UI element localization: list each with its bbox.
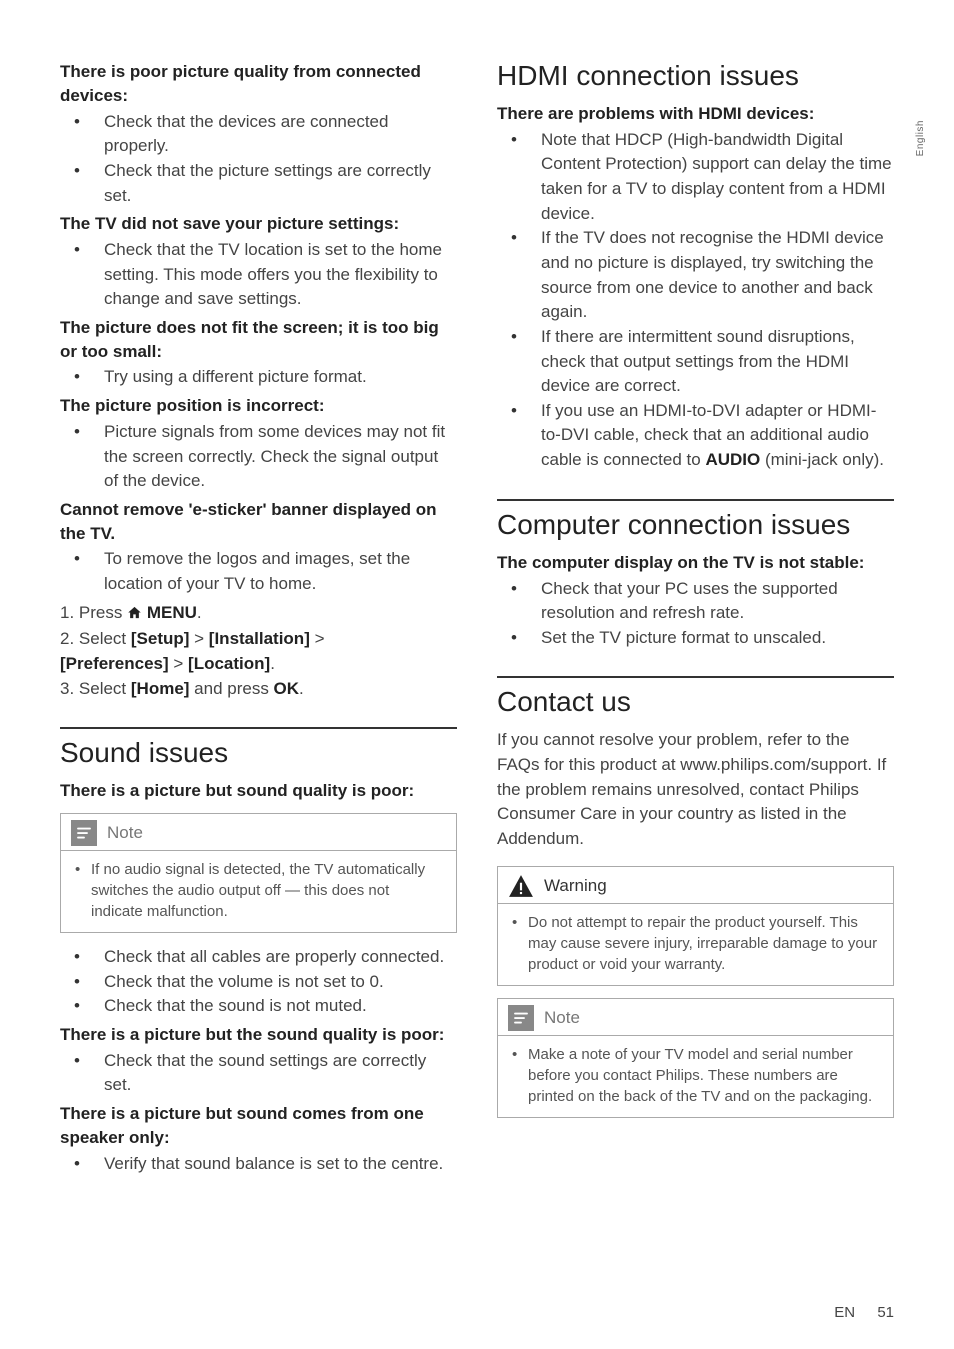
- note-text: If no audio signal is detected, the TV a…: [73, 859, 444, 922]
- callout-body: Do not attempt to repair the product you…: [498, 903, 893, 985]
- section-rule: [497, 676, 894, 678]
- bullet-list: Check that the devices are connected pro…: [60, 110, 457, 209]
- issue-title: The picture position is incorrect:: [60, 394, 457, 418]
- sound-issues-heading: Sound issues: [60, 737, 457, 769]
- step-text: 1. Press: [60, 603, 127, 622]
- language-tab: English: [915, 120, 926, 156]
- note-text: Make a note of your TV model and serial …: [510, 1044, 881, 1107]
- menu-path: [Preferences]: [60, 654, 169, 673]
- bullet-list: Try using a different picture format.: [60, 365, 457, 390]
- step-text: 3. Select: [60, 679, 131, 698]
- list-item: If you use an HDMI-to-DVI adapter or HDM…: [497, 399, 894, 473]
- home-icon: [127, 603, 142, 628]
- menu-label: MENU: [142, 603, 197, 622]
- callout-body: If no audio signal is detected, the TV a…: [61, 850, 456, 932]
- bullet-list: Check that the sound settings are correc…: [60, 1049, 457, 1098]
- menu-path: [Installation]: [209, 629, 310, 648]
- menu-path: [Location]: [188, 654, 270, 673]
- note-label: Note: [107, 823, 143, 843]
- issue-title: There is a picture but sound quality is …: [60, 779, 457, 803]
- computer-heading: Computer connection issues: [497, 509, 894, 541]
- sep: >: [189, 629, 208, 648]
- issue-title: The picture does not fit the screen; it …: [60, 316, 457, 364]
- list-item: Check that the sound settings are correc…: [60, 1049, 457, 1098]
- list-item: Check that the picture settings are corr…: [60, 159, 457, 208]
- list-item: Note that HDCP (High-bandwidth Digital C…: [497, 128, 894, 227]
- list-item: Check that the volume is not set to 0.: [60, 970, 457, 995]
- list-item: Picture signals from some devices may no…: [60, 420, 457, 494]
- page-footer: EN 51: [834, 1304, 894, 1321]
- bullet-list: Check that all cables are properly conne…: [60, 945, 457, 1019]
- warning-label: Warning: [544, 876, 607, 896]
- bullet-list: Note that HDCP (High-bandwidth Digital C…: [497, 128, 894, 473]
- ok-label: OK: [274, 679, 300, 698]
- callout-body: Make a note of your TV model and serial …: [498, 1035, 893, 1117]
- list-item-text: (mini-jack only).: [760, 450, 884, 469]
- issue-title: There is a picture but sound comes from …: [60, 1102, 457, 1150]
- audio-label: AUDIO: [705, 450, 760, 469]
- issue-title: There is a picture but the sound quality…: [60, 1023, 457, 1047]
- list-item: Check that your PC uses the supported re…: [497, 577, 894, 626]
- hdmi-heading: HDMI connection issues: [497, 60, 894, 92]
- list-item: Check that all cables are properly conne…: [60, 945, 457, 970]
- warning-text: Do not attempt to repair the product you…: [510, 912, 881, 975]
- section-rule: [497, 499, 894, 501]
- issue-title: The TV did not save your picture setting…: [60, 212, 457, 236]
- callout-header: Note: [498, 999, 893, 1035]
- step-3: 3. Select [Home] and press OK.: [60, 677, 457, 702]
- list-item: If the TV does not recognise the HDMI de…: [497, 226, 894, 325]
- contact-paragraph: If you cannot resolve your problem, refe…: [497, 728, 894, 851]
- list-item: Try using a different picture format.: [60, 365, 457, 390]
- step-text: 2. Select: [60, 629, 131, 648]
- footer-lang: EN: [834, 1304, 855, 1321]
- note-icon: [71, 820, 97, 846]
- left-column: There is poor picture quality from conne…: [60, 60, 457, 1269]
- bullet-list: Verify that sound balance is set to the …: [60, 1152, 457, 1177]
- list-item: If there are intermittent sound disrupti…: [497, 325, 894, 399]
- warning-icon: [508, 873, 534, 899]
- issue-title: There is poor picture quality from conne…: [60, 60, 457, 108]
- warning-callout: Warning Do not attempt to repair the pro…: [497, 866, 894, 986]
- callout-header: Warning: [498, 867, 893, 903]
- list-item: Check that the TV location is set to the…: [60, 238, 457, 312]
- issue-title: Cannot remove 'e-sticker' banner display…: [60, 498, 457, 546]
- menu-path: [Home]: [131, 679, 190, 698]
- issue-title: The computer display on the TV is not st…: [497, 551, 894, 575]
- footer-page: 51: [877, 1304, 894, 1321]
- note-callout: Note Make a note of your TV model and se…: [497, 998, 894, 1118]
- bullet-list: Check that your PC uses the supported re…: [497, 577, 894, 651]
- step-text: .: [270, 654, 275, 673]
- section-rule: [60, 727, 457, 729]
- note-label: Note: [544, 1008, 580, 1028]
- bullet-list: To remove the logos and images, set the …: [60, 547, 457, 596]
- list-item: Verify that sound balance is set to the …: [60, 1152, 457, 1177]
- list-item: Check that the devices are connected pro…: [60, 110, 457, 159]
- list-item: Set the TV picture format to unscaled.: [497, 626, 894, 651]
- step-2b: [Preferences] > [Location].: [60, 652, 457, 677]
- bullet-list: Check that the TV location is set to the…: [60, 238, 457, 312]
- step-text: and press: [189, 679, 273, 698]
- issue-title: There are problems with HDMI devices:: [497, 102, 894, 126]
- menu-path: [Setup]: [131, 629, 190, 648]
- note-callout: Note If no audio signal is detected, the…: [60, 813, 457, 933]
- step-1: 1. Press MENU.: [60, 601, 457, 628]
- sep: >: [169, 654, 188, 673]
- sep: >: [310, 629, 325, 648]
- note-icon: [508, 1005, 534, 1031]
- page: There is poor picture quality from conne…: [0, 0, 954, 1299]
- right-column: HDMI connection issues There are problem…: [497, 60, 894, 1269]
- list-item: To remove the logos and images, set the …: [60, 547, 457, 596]
- list-item: Check that the sound is not muted.: [60, 994, 457, 1019]
- contact-heading: Contact us: [497, 686, 894, 718]
- step-text: .: [299, 679, 304, 698]
- step-2: 2. Select [Setup] > [Installation] >: [60, 627, 457, 652]
- callout-header: Note: [61, 814, 456, 850]
- bullet-list: Picture signals from some devices may no…: [60, 420, 457, 494]
- step-text: .: [197, 603, 202, 622]
